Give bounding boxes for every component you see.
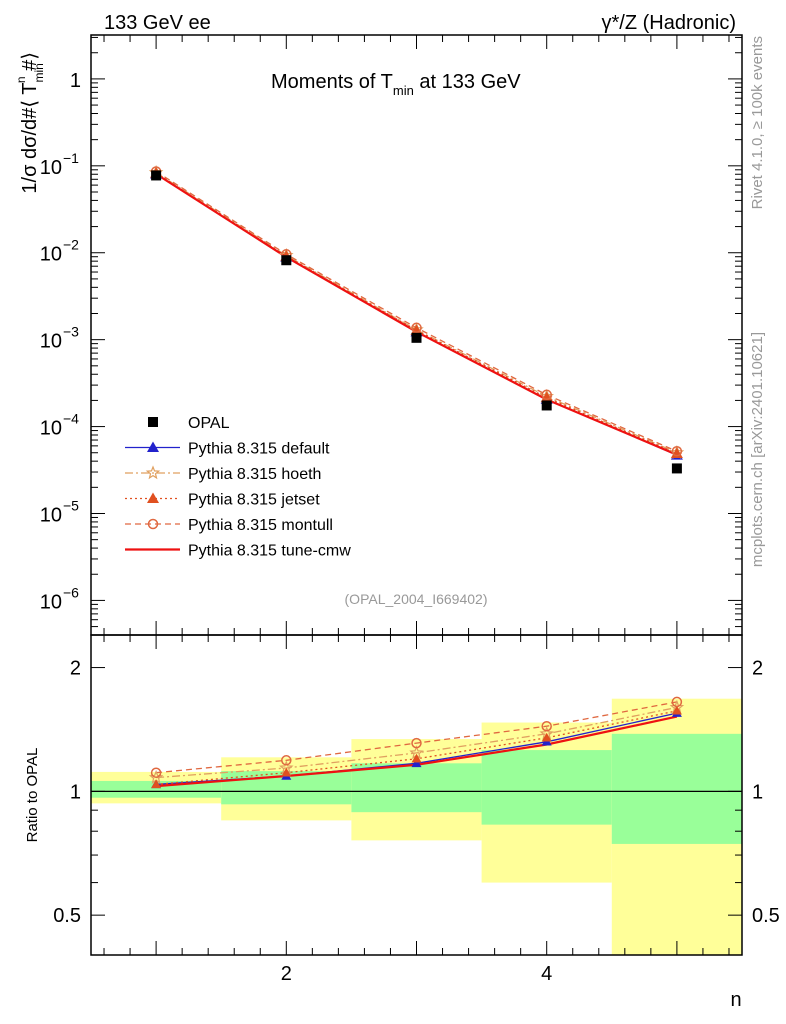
ratio-band-green-4 [481,750,612,825]
ratio-band-green-1 [91,780,222,798]
ratio-markers-group [148,696,685,789]
ratio-y-tick-label-left-3: 0.5 [53,905,81,927]
analysis-id-label: (OPAL_2004_I669402) [345,591,488,607]
x-axis-label: n [730,989,741,1011]
ratio-series-line-4 [156,701,678,774]
main-y-tick-label-7: 10 [40,591,62,613]
main-panel: 110−110−210−310−410−510−6 Moments of Tmi… [14,34,743,636]
ratio-series-3-point-5 [671,705,682,715]
title-part-subscript: min [393,83,414,98]
legend-marker-4 [147,518,159,530]
ratio-series-4-point-5 [671,696,683,708]
data-point-5 [671,463,682,474]
x-tick-label-2: 4 [541,963,552,985]
main-series-line-4 [155,170,678,452]
title-part-1: Moments of T [271,71,393,93]
ratio-y-tick-label-right-3: 0.5 [752,905,780,927]
main-y-tick-label-2: 10 [40,157,62,179]
header-left-label: 133 GeV ee [104,12,211,34]
legend-marker-1 [147,441,159,452]
main-y-tick-exponent-5: −4 [63,411,79,427]
main-series-line-5 [155,173,678,456]
main-axis-ticks [91,35,742,636]
ylabel-part-superscript: n [14,76,28,83]
ratio-band-green-3 [351,763,482,813]
ratio-y-tick-label-left-2: 1 [70,781,81,803]
x-tick-label-1: 2 [281,963,292,985]
main-y-tick-exponent-4: −3 [63,324,79,340]
rivet-version-label: Rivet 4.1.0, ≥ 100k events [749,36,766,209]
ratio-panel: 2 2 1 1 0.5 0.5 2 4 Ratio to OPAL n [24,634,780,1011]
legend-swatch-data [148,417,158,427]
legend-label-data: OPAL [188,415,230,432]
mcplots-label: mcplots.cern.ch [arXiv:2401.10621] [749,332,766,567]
chart-title: Moments of Tmin at 133 GeV [271,71,521,98]
main-y-tick-label-4: 10 [40,331,62,353]
ylabel-part-4: #⟩ [19,52,41,76]
ratio-series-line-2 [156,706,678,779]
data-point-2 [281,255,292,266]
main-series-3-point-3 [410,324,423,335]
legend-label-4: Pythia 8.315 montull [188,517,333,534]
ratio-band-green-5 [611,733,742,844]
ratio-series-4-point-3 [411,737,422,749]
main-markers-group [148,164,685,474]
main-y-tick-label-3: 10 [40,244,62,266]
ratio-series-1-point-3 [411,758,422,768]
data-point-4 [541,400,552,411]
ratio-axis-ticks [91,635,742,956]
ratio-y-tick-label-right-2: 1 [752,781,763,803]
ratio-series-4-point-2 [281,755,292,766]
data-point-3 [411,332,422,343]
main-series-4-point-5 [671,446,683,457]
title-part-3: at 133 GeV [414,71,521,93]
ratio-y-tick-label-right-1: 2 [752,658,763,680]
ratio-series-4-point-1 [150,767,162,778]
main-y-tick-exponent-7: −6 [63,584,79,600]
header-right-label: γ*/Z (Hadronic) [602,12,736,34]
ratio-series-4-point-4 [541,720,552,732]
ratio-series-3-point-3 [411,753,422,763]
ylabel-part-1: 1/σ dσ/d#⟨ T [19,83,41,194]
legend-label-3: Pythia 8.315 jetset [188,492,320,509]
ratio-series-3-point-1 [151,779,162,789]
ylabel-part-subscript: min [32,63,46,82]
ratio-series-3-point-4 [541,732,552,742]
main-series-4-point-4 [541,389,552,401]
ratio-y-tick-label-left-1: 2 [70,658,81,680]
main-y-tick-exponent-6: −5 [63,497,79,513]
main-y-tick-label-6: 10 [40,504,62,526]
legend-label-2: Pythia 8.315 hoeth [188,466,321,483]
main-series-3-point-4 [540,391,553,403]
main-series-line-2 [155,172,678,454]
main-y-tick-labels: 110−110−210−310−410−510−6 [40,70,81,614]
main-series-group [155,170,678,456]
main-y-tick-exponent-2: −1 [63,150,79,166]
ratio-y-axis-label: Ratio to OPAL [24,748,41,843]
ratio-series-3-point-2 [281,767,292,777]
legend-label-5: Pythia 8.315 tune-cmw [188,543,351,560]
ratio-tick-labels: 2 2 1 1 0.5 0.5 2 4 [53,658,780,985]
main-y-axis-label: 1/σ dσ/d#⟨ Tminn #⟩ [14,52,46,194]
legend-marker-2 [145,465,161,480]
main-series-line-3 [155,172,678,455]
main-y-tick-exponent-3: −2 [63,237,79,253]
main-series-4-point-3 [411,322,422,334]
ratio-uncertainty-bands [91,698,742,955]
legend-marker-3 [147,492,159,503]
main-y-tick-label-1: 1 [70,70,81,92]
main-y-tick-label-5: 10 [40,418,62,440]
main-series-line-1 [155,173,678,456]
legend-label-1: Pythia 8.315 default [188,441,330,458]
data-point-1 [151,170,162,181]
legend: OPAL Pythia 8.315 default Pythia 8.315 hoe… [125,415,351,560]
